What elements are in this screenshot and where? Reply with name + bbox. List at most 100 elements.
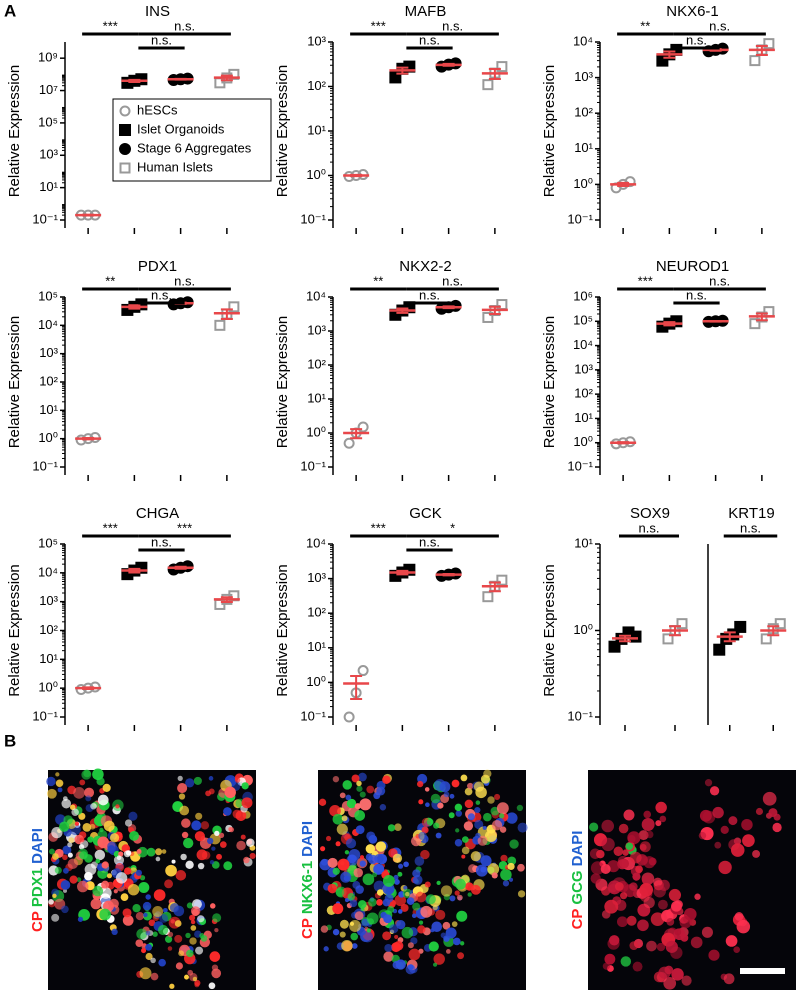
data-point	[496, 61, 508, 73]
cell	[639, 883, 654, 897]
y-tick-label: 10⁴	[306, 288, 326, 303]
cell	[461, 854, 466, 859]
cell	[626, 915, 637, 926]
error-bar	[350, 173, 363, 178]
cell	[451, 921, 458, 927]
cell	[772, 822, 782, 833]
cell	[329, 804, 341, 817]
cell	[186, 949, 194, 958]
cell	[228, 827, 235, 833]
cell	[143, 912, 148, 918]
cell	[339, 931, 346, 938]
cell	[352, 881, 361, 889]
cell	[208, 982, 216, 990]
y-tick-label: 10¹	[39, 402, 58, 417]
cell	[241, 797, 253, 809]
cell	[435, 832, 442, 839]
cell	[506, 812, 518, 824]
error-bar	[82, 213, 95, 217]
cell	[392, 853, 403, 863]
cell	[398, 863, 404, 869]
cell	[94, 849, 106, 861]
cell	[712, 806, 724, 819]
chart-panel: PDX1 Relative Expression 10⁻¹ 10⁰ 10¹ 10² 10³ 1…	[6, 258, 240, 481]
cell	[177, 782, 188, 794]
cell	[359, 860, 366, 867]
cell	[234, 777, 241, 783]
image-frame	[48, 770, 256, 990]
cell	[411, 913, 417, 919]
cell	[474, 819, 484, 830]
cell	[449, 895, 456, 902]
cell	[201, 850, 211, 860]
legend-label: Stage 6 Aggregates	[137, 140, 252, 155]
data-point	[774, 618, 786, 630]
cell	[650, 912, 665, 927]
cell	[454, 803, 463, 812]
cell	[494, 793, 501, 800]
cell	[637, 919, 649, 932]
cell	[394, 878, 400, 885]
y-tick-label: 10⁰	[573, 622, 593, 637]
cell	[742, 834, 755, 847]
legend-marker	[119, 105, 131, 117]
y-tick-label: 10⁰	[38, 680, 58, 695]
cell	[507, 862, 515, 871]
cell	[655, 820, 662, 827]
cell	[135, 911, 145, 921]
panel-label: B	[4, 731, 16, 750]
y-tick-label: 10⁵	[573, 313, 593, 328]
cell	[48, 899, 54, 905]
cell	[424, 881, 431, 888]
cell	[383, 914, 393, 924]
cell	[464, 787, 473, 796]
cell	[122, 914, 134, 926]
cell	[718, 860, 732, 875]
y-tick-label: 10²	[307, 356, 326, 371]
cell	[362, 931, 374, 943]
cell	[714, 841, 722, 849]
cell	[216, 853, 222, 860]
cell	[405, 891, 410, 897]
cell	[90, 802, 97, 810]
y-tick-label: 10⁻¹	[300, 708, 326, 723]
cell	[420, 905, 433, 918]
data-point	[727, 628, 740, 641]
y-tick-label: 10⁵	[38, 535, 58, 550]
cell	[89, 823, 96, 830]
cell	[397, 909, 403, 914]
cell	[730, 843, 745, 857]
cell	[623, 809, 635, 821]
significance-label: n.s.	[709, 18, 730, 33]
cell	[358, 772, 367, 782]
cell	[214, 928, 219, 933]
cell	[629, 941, 639, 951]
cell	[47, 788, 57, 799]
y-tick-label: 10²	[574, 386, 593, 401]
data-point	[496, 574, 508, 586]
chart-title: INS	[145, 3, 170, 20]
channel-label: DAPI	[299, 821, 316, 857]
cell	[366, 785, 375, 794]
cell	[384, 943, 393, 953]
cell	[351, 943, 358, 949]
cell	[432, 962, 438, 967]
cell	[141, 948, 147, 954]
cell	[509, 839, 519, 849]
y-tick-label: 10³	[574, 361, 593, 376]
cell	[349, 919, 362, 932]
cell	[354, 810, 366, 821]
cell	[459, 941, 465, 946]
y-tick-label: 10¹	[307, 639, 326, 654]
cell	[189, 937, 197, 945]
cell	[185, 932, 191, 939]
cell	[616, 916, 628, 928]
data-point	[228, 68, 240, 80]
cell	[704, 779, 713, 787]
y-tick-label: 10⁻¹	[300, 211, 326, 226]
cell	[344, 850, 350, 855]
cell	[359, 798, 372, 811]
cell	[632, 961, 643, 972]
cell	[192, 976, 198, 982]
cell	[467, 782, 474, 790]
